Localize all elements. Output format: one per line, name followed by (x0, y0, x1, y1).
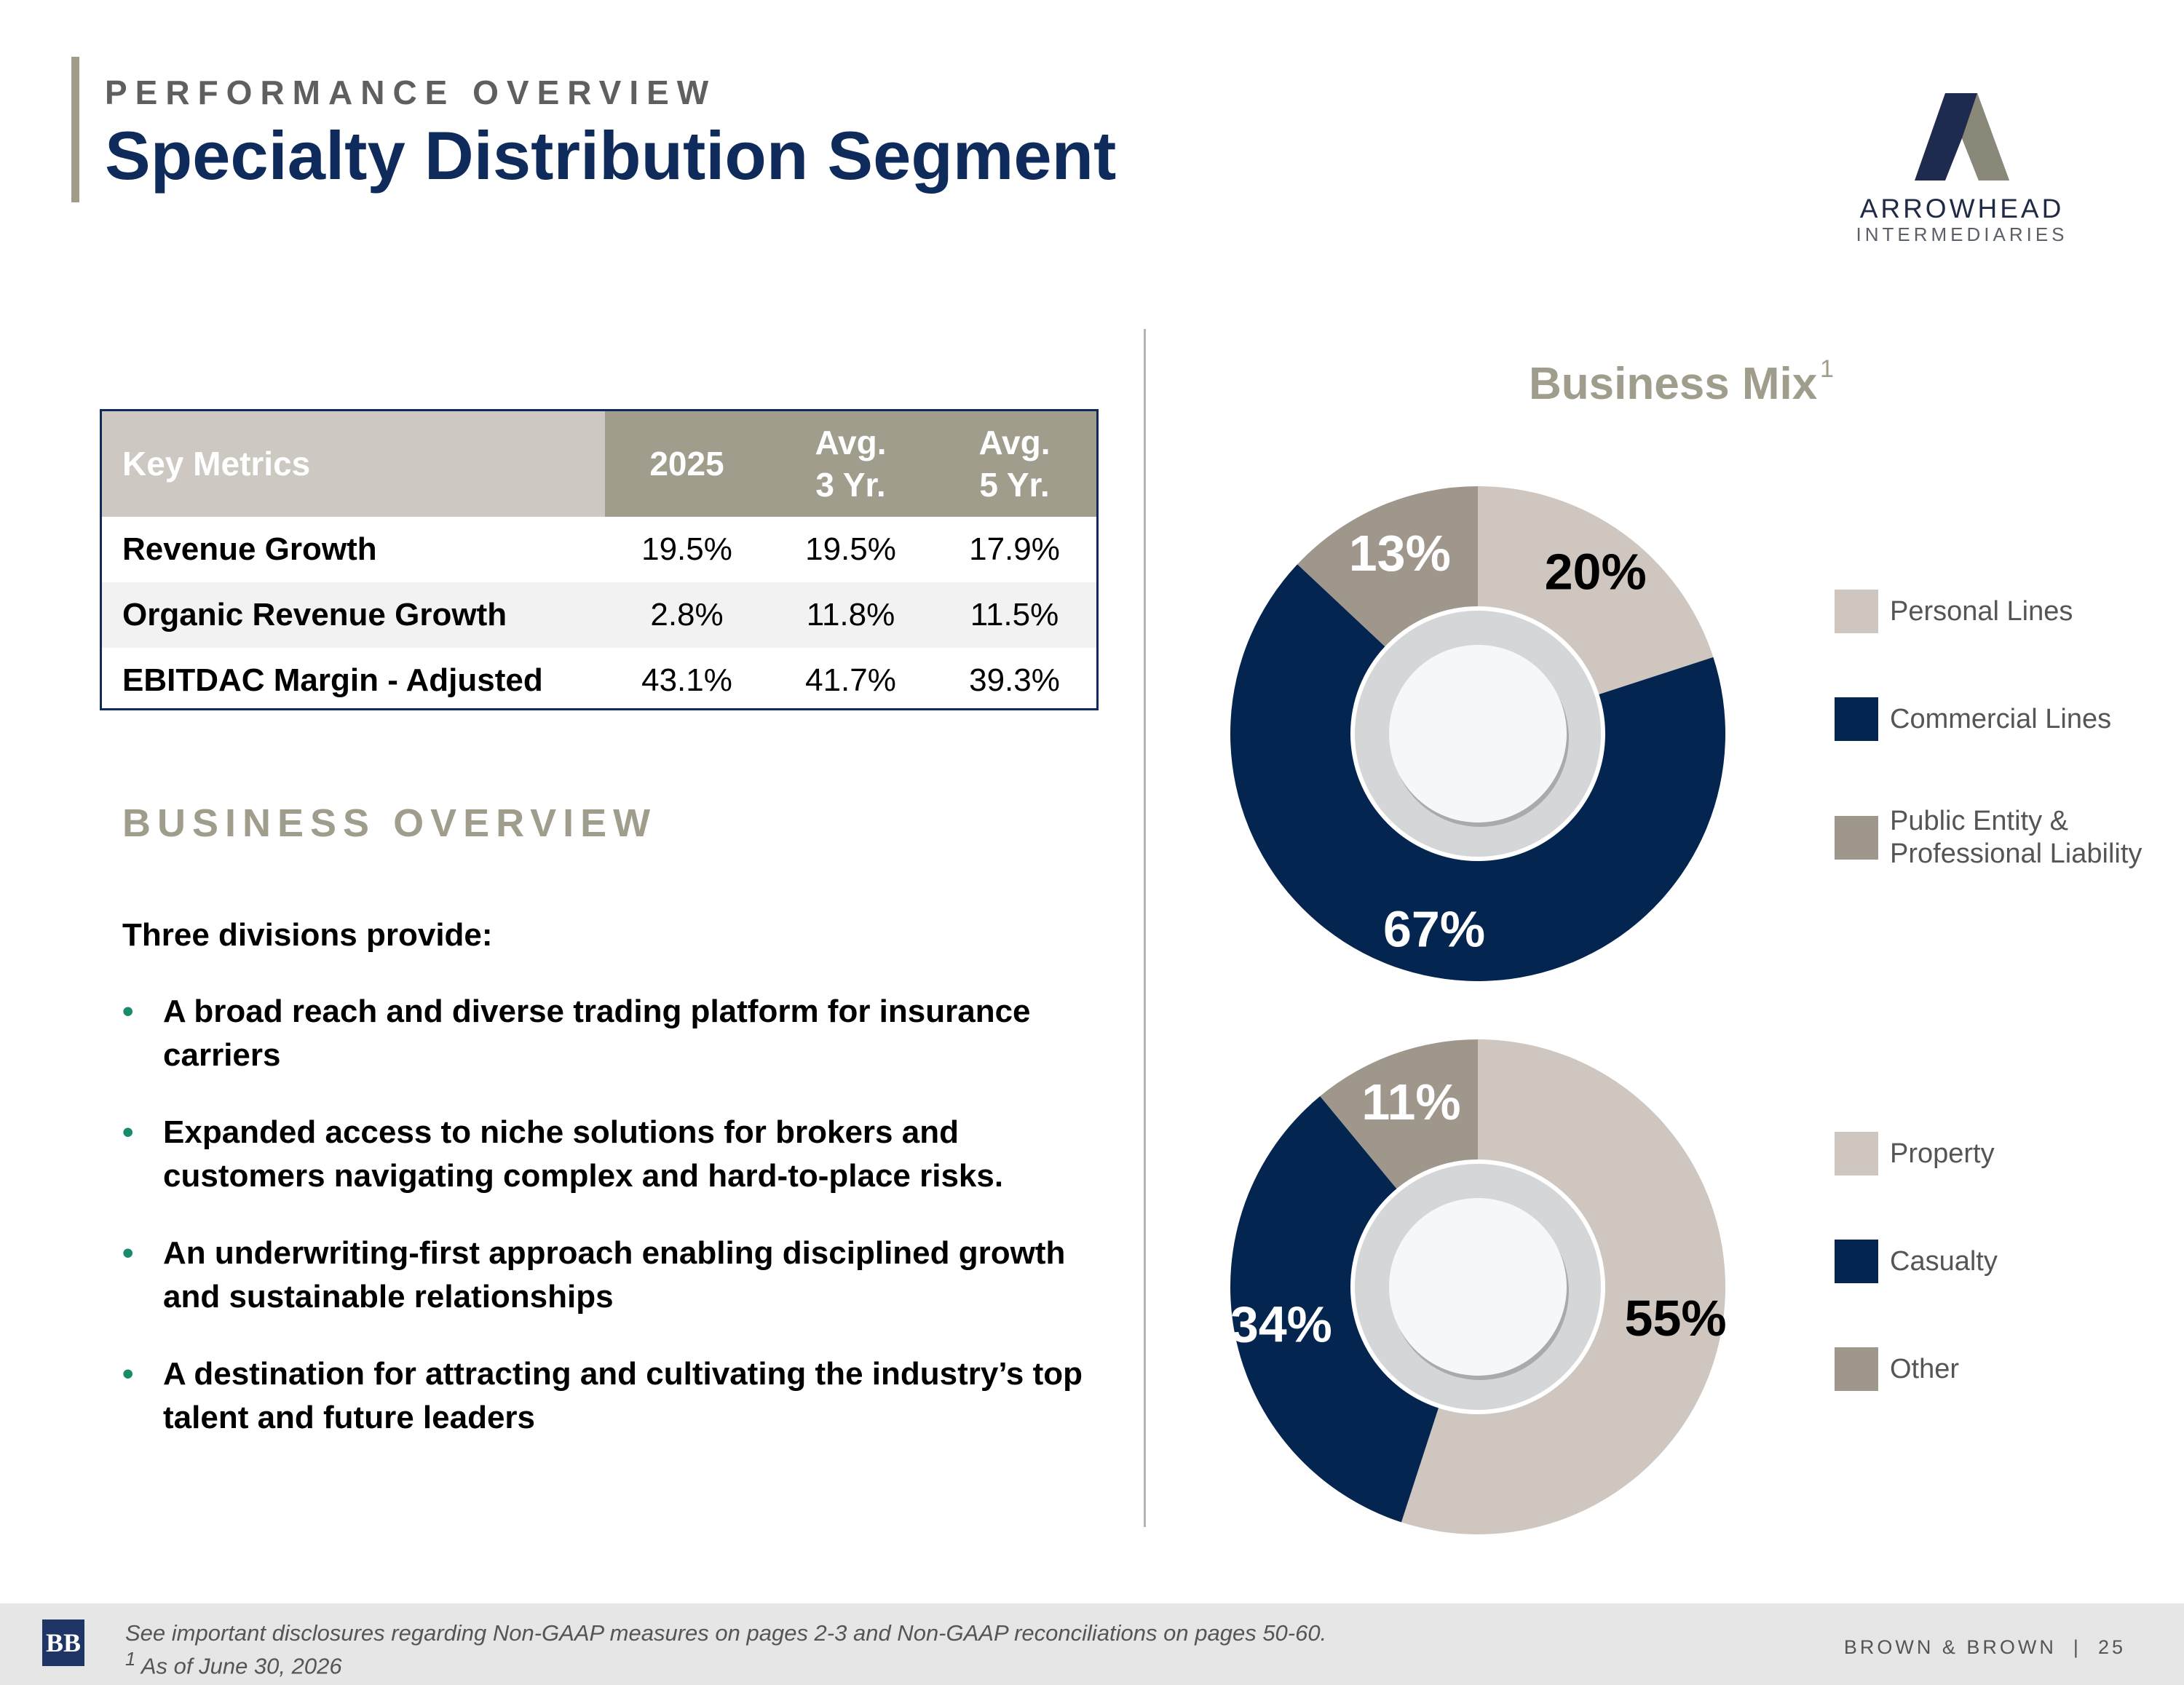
business-overview-list: • A broad reach and diverse trading platf… (122, 990, 1098, 1473)
legend-swatch (1835, 1347, 1878, 1391)
footer-company: BROWN & BROWN (1843, 1636, 2057, 1658)
logo-subtitle: INTERMEDIARIES (1856, 223, 2068, 245)
donut-data-label: 13% (1349, 525, 1451, 582)
legend-item: Public Entity & Professional Liability (1835, 805, 2142, 871)
legend-item: Other (1835, 1347, 1959, 1391)
business-overview-heading: BUSINESS OVERVIEW (122, 801, 657, 845)
list-item: • Expanded access to niche solutions for … (122, 1111, 1098, 1198)
vertical-divider (1144, 329, 1146, 1527)
legend-label: Other (1890, 1353, 1960, 1384)
business-mix-footnote-marker: 1 (1820, 355, 1834, 383)
list-item-text: An underwriting-first approach enabling … (163, 1235, 1066, 1315)
header-avg-5yr-line1: Avg. (978, 424, 1051, 461)
business-mix-legend-type: Property Casualty Other (1835, 1132, 2184, 1423)
header-avg-3yr-line2: 3 Yr. (815, 465, 886, 504)
cell-2025: 19.5% (641, 531, 732, 567)
footer-separator: | (2073, 1636, 2081, 1658)
header-2025: 2025 (605, 411, 769, 517)
legend-swatch (1835, 697, 1878, 741)
page-number: 25 (2097, 1636, 2126, 1658)
legend-label: Public Entity & Professional Liability (1890, 806, 2143, 869)
bullet-icon: • (122, 1235, 134, 1271)
list-item-text: A broad reach and diverse trading platfo… (163, 994, 1031, 1073)
donut-center-hole (1389, 645, 1567, 822)
row-label: EBITDAC Margin - Adjusted (122, 662, 543, 698)
legend-label: Property (1890, 1138, 1995, 1169)
list-item: • A broad reach and diverse trading platf… (122, 990, 1098, 1077)
header-avg-5yr-line2: 5 Yr. (979, 465, 1050, 504)
donut-center-hole (1389, 1198, 1567, 1376)
page-title: Specialty Distribution Segment (105, 117, 1117, 194)
legend-swatch (1835, 1240, 1878, 1283)
table-header-row: Key Metrics 2025 Avg. 3 Yr. Avg. 5 Yr. (102, 411, 1096, 517)
cell-avg-3yr: 41.7% (805, 662, 896, 698)
footer-date-note: 1 As of June 30, 2026 (125, 1649, 342, 1679)
section-eyebrow: PERFORMANCE OVERVIEW (105, 74, 717, 111)
donut-data-label: 67% (1383, 900, 1485, 957)
business-mix-donut-chart-type: 55% 34% 11% (1230, 1039, 1727, 1534)
header-avg-5yr: Avg. 5 Yr. (933, 411, 1096, 517)
header-avg-3yr: Avg. 3 Yr. (769, 411, 933, 517)
legend-label: Personal Lines (1890, 595, 2073, 627)
legend-item: Commercial Lines (1835, 697, 2111, 741)
donut-data-label: 34% (1230, 1296, 1332, 1353)
cell-avg-5yr: 11.5% (933, 582, 1096, 648)
bullet-icon: • (122, 1356, 134, 1392)
donut-data-label: 11% (1361, 1074, 1460, 1130)
arrowhead-logo-icon (1915, 93, 2009, 181)
list-item: • A destination for attracting and cultiv… (122, 1352, 1098, 1440)
donut-data-label: 55% (1625, 1290, 1727, 1347)
business-mix-title: Business Mix (1529, 359, 1818, 409)
cell-2025: 2.8% (605, 582, 769, 648)
header-key-metrics: Key Metrics (102, 411, 605, 517)
legend-item: Property (1835, 1132, 1995, 1175)
brown-brown-logo-icon: BB (42, 1619, 84, 1666)
footer-page-info: BROWN & BROWN | 25 (1835, 1636, 2126, 1659)
key-metrics-table: Key Metrics 2025 Avg. 3 Yr. Avg. 5 Yr. Rev… (100, 409, 1099, 710)
list-item: • An underwriting-first approach enabling… (122, 1232, 1098, 1319)
legend-label: Commercial Lines (1890, 703, 2112, 734)
table-row: EBITDAC Margin - Adjusted 43.1% 41.7% 39… (102, 648, 1096, 713)
legend-item: Personal Lines (1835, 590, 2073, 633)
cell-avg-3yr: 19.5% (805, 531, 896, 567)
footer-bar (0, 1603, 2184, 1685)
header-accent-bar (71, 57, 79, 202)
legend-label: Casualty (1890, 1245, 1998, 1277)
footer-disclosure-note: See important disclosures regarding Non-… (125, 1620, 1327, 1646)
legend-item: Casualty (1835, 1240, 1998, 1283)
logo-name: ARROWHEAD (1859, 194, 2065, 223)
bullet-icon: • (122, 994, 134, 1029)
legend-swatch (1835, 590, 1878, 633)
header-avg-3yr-line1: Avg. (815, 424, 887, 461)
list-item-text: A destination for attracting and cultiva… (163, 1356, 1083, 1435)
list-item-text: Expanded access to niche solutions for b… (163, 1114, 1004, 1194)
legend-swatch (1835, 1132, 1878, 1175)
legend-swatch (1835, 816, 1878, 860)
donut-data-label: 20% (1545, 544, 1647, 600)
bullet-icon: • (122, 1114, 134, 1150)
row-label: Revenue Growth (122, 531, 377, 567)
cell-avg-5yr: 39.3% (969, 662, 1060, 698)
cell-avg-3yr: 11.8% (769, 582, 933, 648)
business-overview-intro: Three divisions provide: (122, 917, 493, 953)
footer-date-text: As of June 30, 2026 (135, 1653, 342, 1679)
footer-footnote-marker: 1 (125, 1649, 136, 1670)
table-row: Revenue Growth 19.5% 19.5% 17.9% (102, 517, 1096, 582)
business-mix-legend-lines: Personal Lines Commercial Lines Public Ent… (1835, 590, 2184, 881)
cell-2025: 43.1% (641, 662, 732, 698)
table-row: Organic Revenue Growth 2.8% 11.8% 11.5% (102, 582, 1096, 648)
cell-avg-5yr: 17.9% (969, 531, 1060, 567)
row-label: Organic Revenue Growth (102, 582, 605, 648)
business-mix-donut-chart-lines: 20% 67% 13% (1230, 486, 1725, 981)
